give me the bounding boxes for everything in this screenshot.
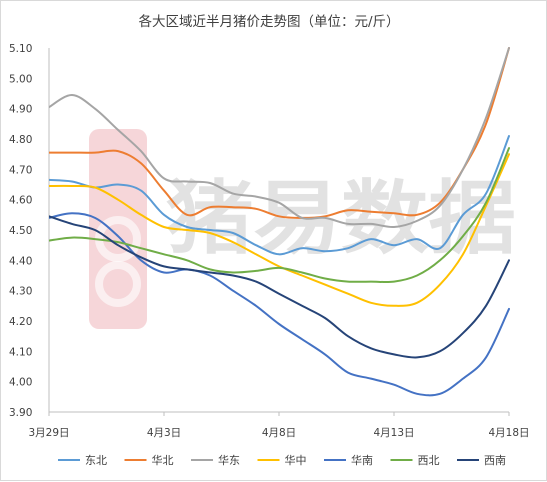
legend-label: 西北 — [418, 454, 440, 467]
x-tick-label: 3月29日 — [28, 427, 69, 439]
series-layer — [49, 47, 510, 397]
y-tick-label: 4.80 — [9, 134, 32, 146]
series-line-1 — [49, 135, 510, 256]
chart-title: 各大区域近半月猪价走势图（单位：元/斤） — [138, 14, 399, 30]
y-tick-label: 5.00 — [9, 73, 32, 85]
legend: 东北 华北 华东 华中 华南 西北 西南 — [58, 453, 506, 467]
y-tick-label: 5.10 — [9, 43, 32, 55]
series-line-7 — [49, 215, 510, 359]
y-tick-label: 4.20 — [9, 316, 32, 328]
series-line-6 — [49, 147, 510, 284]
series-line-4 — [49, 153, 510, 307]
y-tick-label: 4.30 — [9, 286, 32, 298]
y-tick-label: 4.50 — [9, 225, 32, 237]
y-tick-label: 4.70 — [9, 164, 32, 176]
x-tick-label: 4月8日 — [262, 427, 296, 439]
watermark: 猪易数据 — [89, 129, 516, 329]
legend-label: 西南 — [484, 454, 506, 467]
series-line-3 — [49, 47, 510, 229]
y-tick-label: 3.90 — [9, 407, 32, 419]
legend-label: 华北 — [152, 453, 174, 467]
legend-label: 东北 — [85, 454, 107, 467]
y-tick-label: 4.90 — [9, 104, 32, 116]
x-tick-label: 4月3日 — [147, 427, 181, 439]
legend-label: 华中 — [285, 453, 307, 467]
x-tick-label: 4月18日 — [488, 427, 529, 439]
series-line-2 — [49, 47, 510, 219]
legend-label: 华东 — [218, 453, 240, 467]
x-tick-label: 4月13日 — [373, 427, 414, 439]
y-tick-label: 4.00 — [9, 377, 32, 389]
y-tick-label: 4.60 — [9, 195, 32, 207]
legend-label: 华南 — [351, 453, 373, 467]
watermark-logo-ring-icon — [95, 261, 141, 307]
y-tick-label: 4.10 — [9, 346, 32, 358]
axes: 3.90 4.00 4.10 4.20 4.30 4.40 4.50 4.60 4.70 4.80… — [9, 43, 530, 439]
y-tick-label: 4.40 — [9, 255, 32, 267]
